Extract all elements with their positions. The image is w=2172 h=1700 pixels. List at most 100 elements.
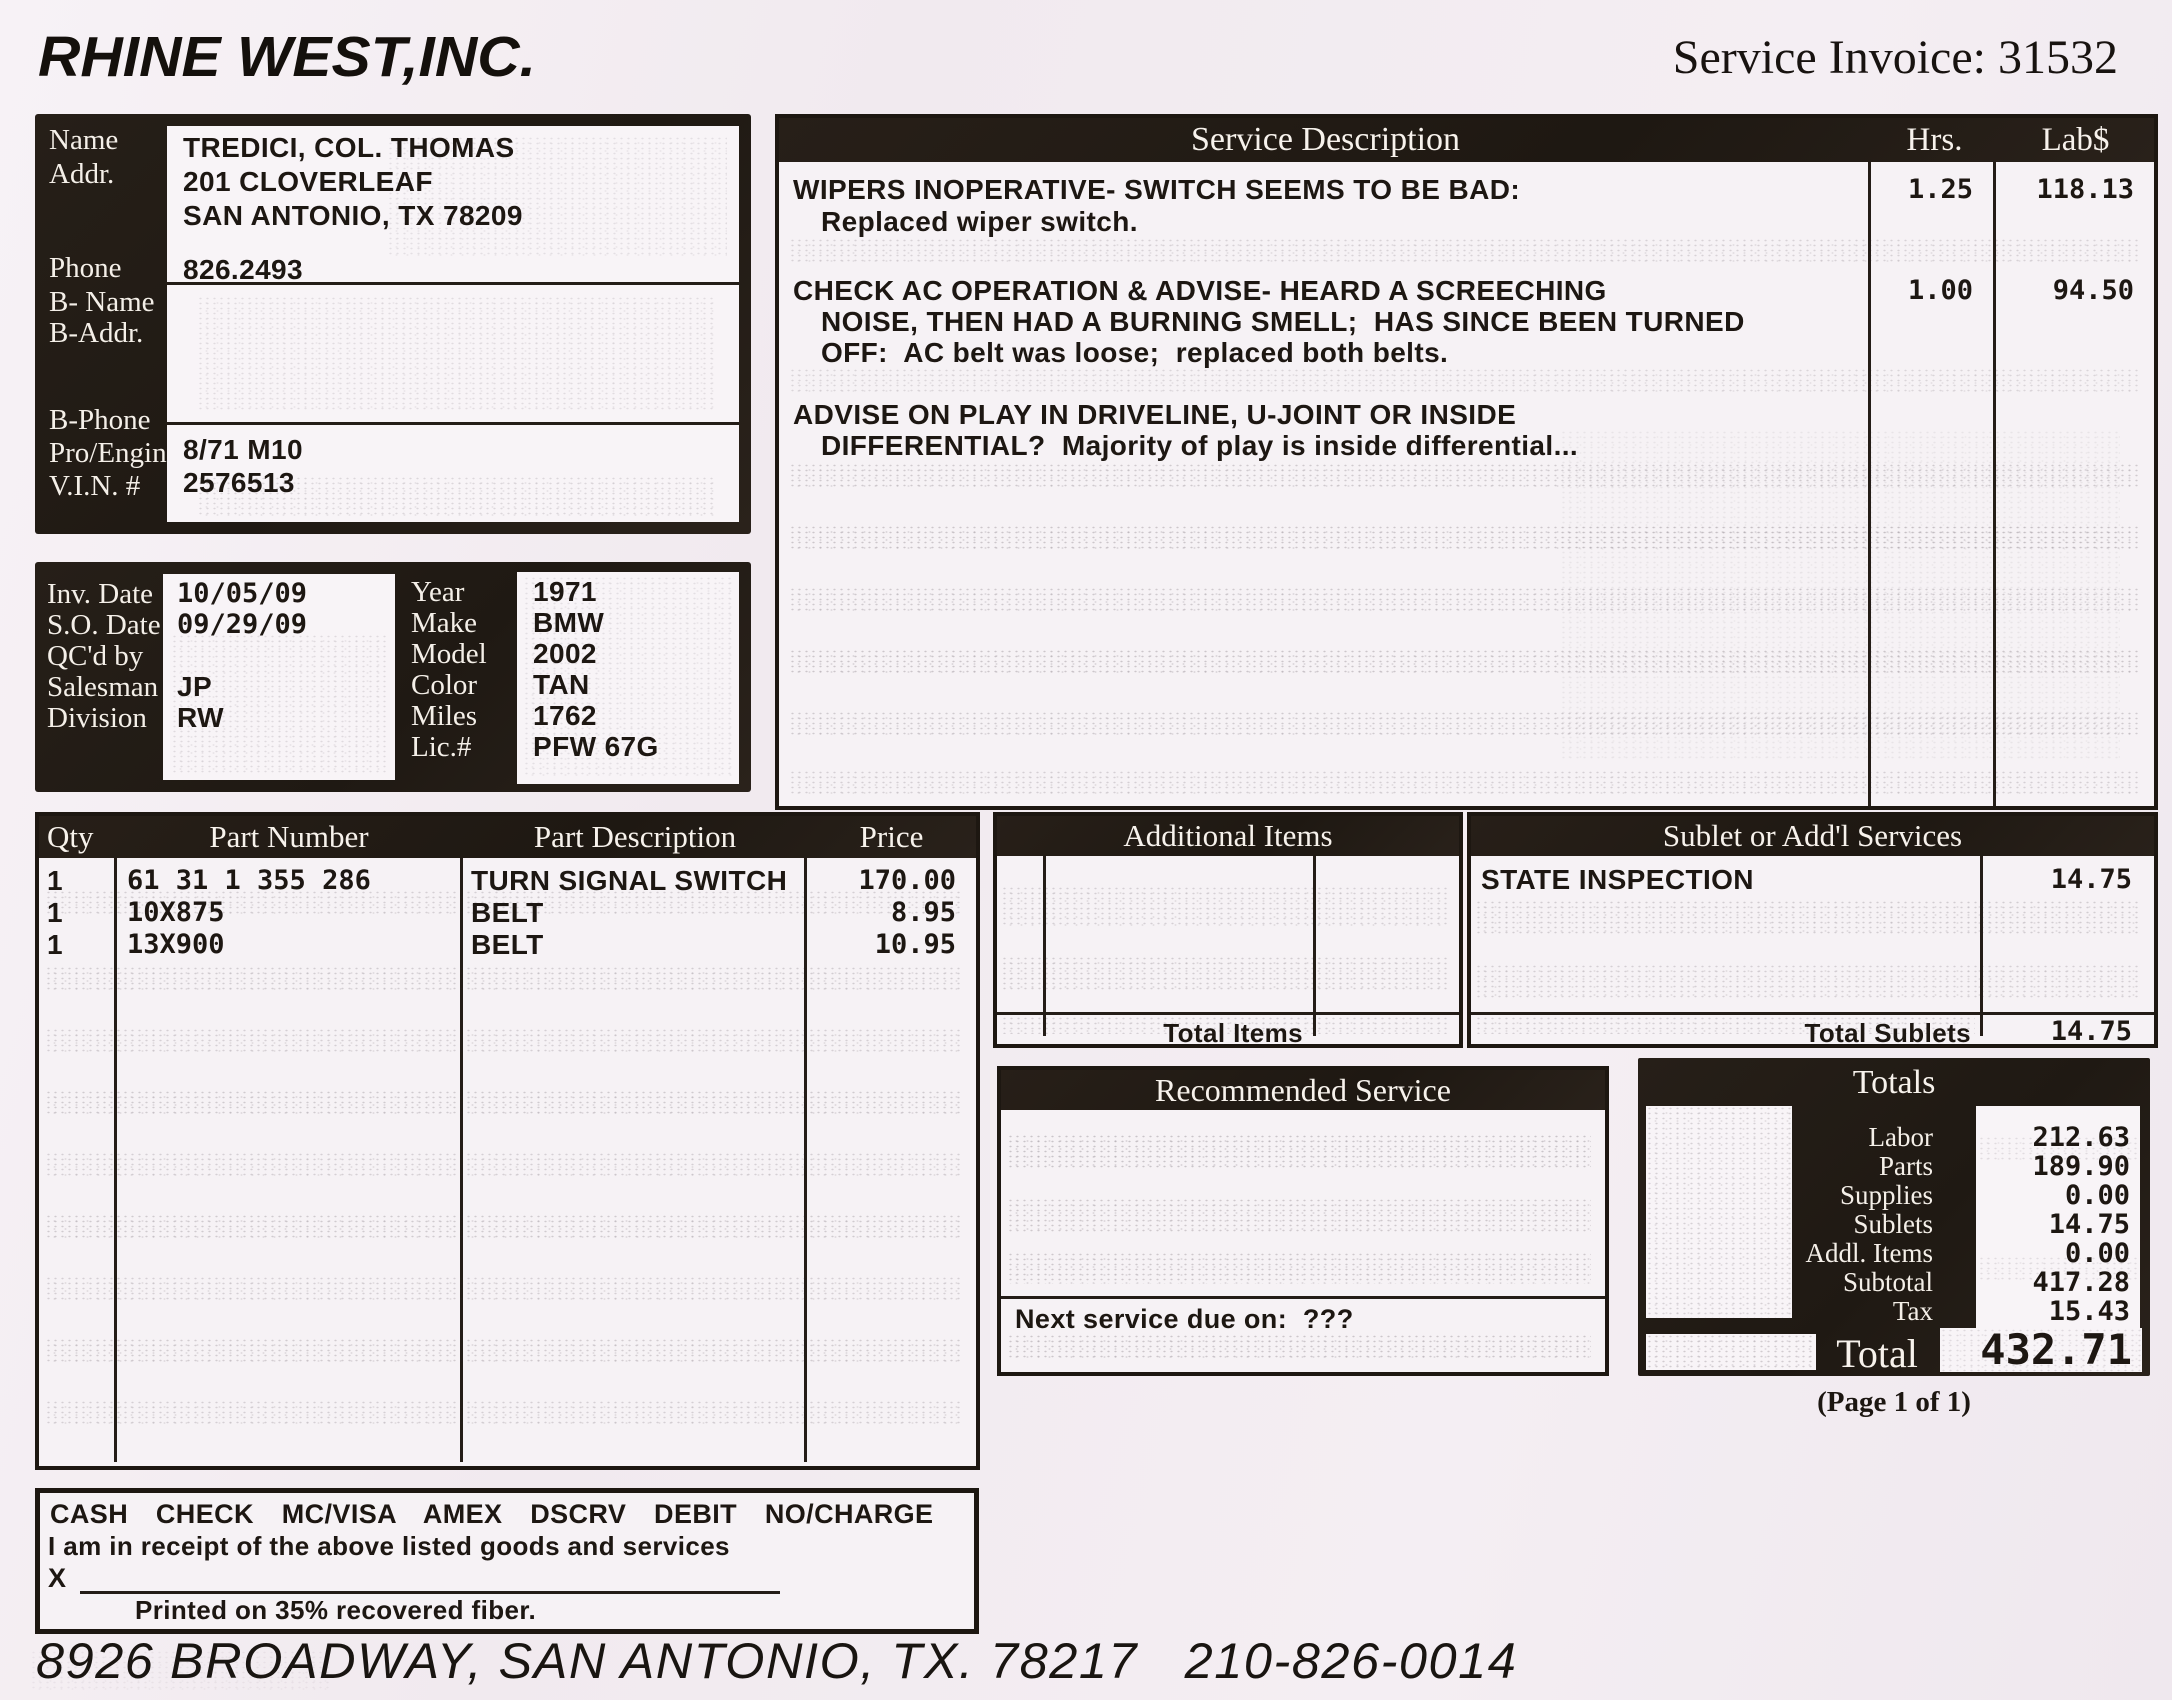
order-so-date-value: 09/29/09 (177, 609, 308, 640)
customer-name-value: TREDICI, COL. THOMAS (183, 132, 515, 163)
additional-items-divider-2 (1313, 856, 1316, 1036)
order-label-miles: Miles (411, 700, 478, 732)
scan-noise (45, 1276, 962, 1302)
totals-left-panel (1646, 1106, 1792, 1318)
order-label-year: Year (411, 576, 465, 608)
part-description: BELT (471, 897, 544, 928)
service-item1-line2: Replaced wiper switch. (821, 206, 1138, 237)
order-make-value: BMW (533, 607, 605, 638)
totals-total-left-strip (1646, 1334, 1816, 1370)
part-qty: 1 (47, 897, 63, 928)
scan-noise (197, 296, 717, 411)
additional-items-header: Additional Items (1123, 818, 1333, 853)
scan-noise (45, 966, 962, 992)
totals-value-sublets: 14.75 (2048, 1209, 2130, 1240)
totals-total-value: 432.71 (1980, 1325, 2132, 1374)
part-number: 61 31 1 355 286 (127, 865, 371, 896)
order-label-color: Color (411, 669, 478, 701)
order-box: Inv. Date S.O. Date QC'd by Salesman Div… (35, 562, 751, 792)
order-model-value: 2002 (533, 638, 597, 669)
totals-values-panel: 212.63 189.90 0.00 14.75 0.00 417.28 15.… (1976, 1106, 2140, 1328)
totals-value-tax: 15.43 (2048, 1296, 2130, 1327)
parts-header-price: Price (859, 819, 924, 854)
part-qty: 1 (47, 929, 63, 960)
invoice-label: Service Invoice: (1672, 31, 1986, 84)
scan-noise (789, 525, 2139, 551)
order-salesman-value: JP (177, 671, 213, 702)
service-item2-line3: OFF: AC belt was loose; replaced both be… (821, 337, 1449, 368)
payment-box: CASH CHECK MC/VISA AMEX DSCRV DEBIT NO/C… (35, 1488, 979, 1634)
scan-noise (789, 649, 2139, 675)
totals-label-sublets: Sublets (1853, 1209, 1933, 1239)
invoice-title-space (1986, 31, 1998, 84)
fiber-note: Printed on 35% recovered fiber. (135, 1595, 537, 1625)
scan-noise (45, 1028, 962, 1054)
part-qty: 1 (47, 865, 63, 896)
totals-total-value-panel: 432.71 (1940, 1328, 2142, 1372)
scan-noise (1475, 900, 2142, 936)
service-header-bar: Service Description Hrs. Lab$ (779, 118, 2154, 162)
order-label-so-date: S.O. Date (47, 609, 161, 641)
service-box: Service Description Hrs. Lab$ WIPERS INO… (775, 114, 2158, 810)
next-service-value: ??? (1302, 1304, 1354, 1334)
scan-noise (1475, 964, 2142, 1000)
parts-header-qty: Qty (47, 819, 94, 854)
recommended-service-box: Recommended Service Next service due on:… (997, 1066, 1609, 1376)
totals-label-labor: Labor (1868, 1122, 1933, 1152)
parts-header-bar: Qty Part Number Part Description Price (39, 816, 976, 858)
scan-noise (45, 1214, 962, 1240)
order-right-panel: 1971 BMW 2002 TAN 1762 PFW 67G (517, 572, 739, 784)
payment-methods: CASH CHECK MC/VISA AMEX DSCRV DEBIT NO/C… (50, 1499, 934, 1529)
totals-value-supplies: 0.00 (2064, 1180, 2130, 1211)
customer-label-vin: V.I.N. # (49, 470, 141, 502)
customer-box: Name Addr. Phone B- Name B-Addr. B-Phone… (35, 114, 751, 534)
part-number: 13X900 (127, 929, 225, 960)
next-service-label: Next service due on: (1015, 1304, 1288, 1334)
scan-noise (1007, 1198, 1591, 1232)
scan-noise (789, 587, 2139, 613)
additional-items-box: Additional Items Total Items (993, 812, 1463, 1048)
customer-vin-value: 2576513 (183, 467, 295, 498)
totals-box: Totals Labor Parts Supplies Sublets Addl… (1638, 1058, 2150, 1376)
order-label-make: Make (411, 607, 478, 639)
scan-noise (1001, 956, 1447, 990)
service-item2-line2: NOISE, THEN HAD A BURNING SMELL; HAS SIN… (821, 306, 1745, 337)
service-item2-hrs: 1.00 (1907, 275, 1973, 306)
customer-addr1-value: 201 CLOVERLEAF (183, 166, 433, 197)
service-lab-header: Lab$ (2041, 121, 2110, 158)
additional-items-header-bar: Additional Items (997, 816, 1459, 856)
scan-noise (1646, 1106, 1792, 1318)
scan-noise (1001, 886, 1447, 926)
service-item1-line1: WIPERS INOPERATIVE- SWITCH SEEMS TO BE B… (793, 174, 1521, 205)
parts-header-part-number: Part Number (209, 819, 369, 854)
order-year-value: 1971 (533, 576, 597, 607)
signature-line (80, 1591, 780, 1594)
order-left-panel: 10/05/09 09/29/09 JP RW (163, 574, 395, 780)
scan-noise (45, 1338, 962, 1364)
recommended-divider (1001, 1296, 1605, 1299)
customer-label-phone: Phone (49, 252, 122, 284)
scan-noise (789, 463, 2139, 489)
service-header: Service Description (1190, 121, 1461, 158)
sublet-box: Sublet or Add'l Services STATE INSPECTIO… (1467, 812, 2158, 1048)
customer-addr2-value: SAN ANTONIO, TX 78209 (183, 200, 523, 231)
sublet-item-description: STATE INSPECTION (1481, 864, 1754, 895)
scan-noise (1007, 1252, 1591, 1284)
totals-total-label: Total (1836, 1331, 1918, 1376)
next-service-line: Next service due on: ??? (1015, 1304, 1354, 1335)
scan-noise (789, 711, 2139, 737)
customer-pro-engine-value: 8/71 M10 (183, 434, 303, 465)
totals-value-subtotal: 417.28 (2032, 1267, 2130, 1298)
part-description: BELT (471, 929, 544, 960)
order-label-model: Model (411, 638, 487, 670)
page-note: (Page 1 of 1) (1817, 1386, 1971, 1418)
sublet-price-divider (1980, 856, 1983, 1036)
recommended-header-bar: Recommended Service (1001, 1070, 1605, 1110)
service-item2-line1: CHECK AC OPERATION & ADVISE- HEARD A SCR… (793, 275, 1607, 306)
invoice-title: Service Invoice: 31532 (1673, 30, 2118, 85)
scan-noise (45, 1090, 962, 1116)
customer-label-pro-engine: Pro/Engine (49, 437, 180, 469)
service-item1-lab: 118.13 (2036, 174, 2134, 205)
sublet-header-bar: Sublet or Add'l Services (1471, 816, 2154, 856)
service-lab-divider (1993, 162, 1996, 806)
